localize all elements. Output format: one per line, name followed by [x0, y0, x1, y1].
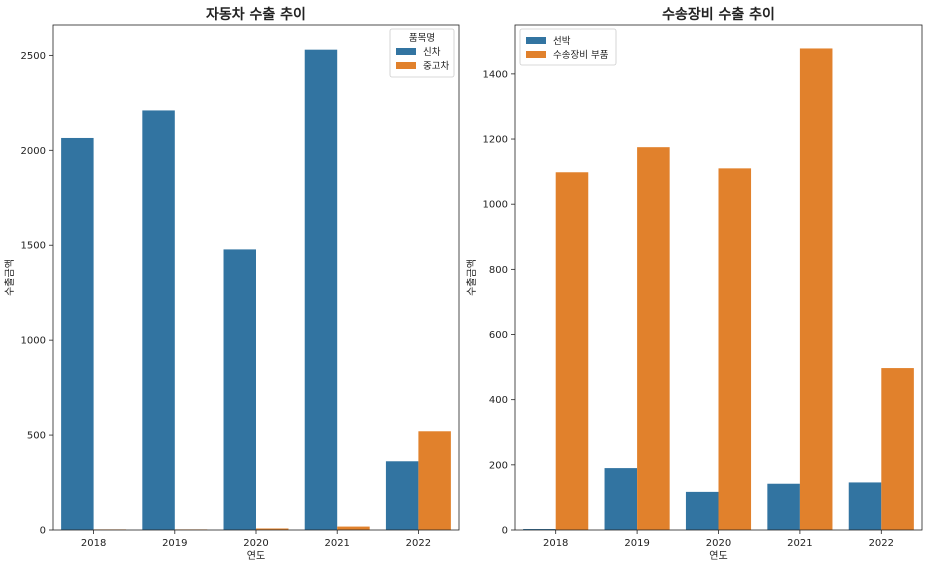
legend-label-수송장비 부품: 수송장비 부품 [553, 50, 609, 61]
chart-title: 수송장비 수출 추이 [662, 6, 775, 23]
legend-swatch-수송장비 부품 [526, 51, 546, 58]
legend-label-신차: 신차 [423, 46, 441, 58]
legend-swatch-신차 [396, 48, 416, 55]
legend-title: 품목명 [409, 33, 435, 44]
y-axis-label: 수출금액 [466, 259, 478, 296]
x-axis-label: 연도 [247, 550, 265, 562]
legend-label-선박: 선박 [553, 36, 571, 47]
legend-label-중고차: 중고차 [423, 60, 449, 72]
x-tick-label: 2021 [324, 538, 349, 549]
x-tick-label: 2021 [787, 538, 812, 549]
bar-선박-2019 [604, 468, 638, 530]
chart-2: 0 200 400 600 800 1000 1200 1400 2018 2019 2020 202… [466, 6, 923, 562]
y-tick-label: 1400 [483, 69, 508, 80]
x-tick-label: 2018 [81, 538, 106, 549]
bar-중고차-2022 [418, 431, 451, 530]
bar-중고차-2020 [256, 528, 289, 530]
y-tick-label: 200 [489, 460, 508, 471]
bar-수송장비 부품-2020 [718, 168, 752, 530]
y-tick-label: 1200 [483, 135, 508, 146]
bar-신차-2022 [385, 461, 419, 530]
y-tick-label: 400 [489, 395, 508, 406]
bar-신차-2018 [61, 137, 94, 531]
bar-수송장비 부품-2019 [637, 147, 670, 530]
bar-선박-2022 [848, 482, 882, 530]
x-tick-label: 2019 [624, 538, 649, 549]
y-tick-label: 500 [27, 431, 46, 442]
y-tick-label: 2500 [21, 51, 46, 62]
bar-선박-2018 [523, 529, 556, 530]
bar-수송장비 부품-2018 [555, 172, 589, 530]
y-axis-label: 수출금액 [4, 259, 16, 296]
x-tick-label: 2022 [869, 538, 894, 549]
bar-중고차-2021 [337, 526, 370, 530]
legend-swatch-선박 [526, 37, 546, 44]
y-tick-label: 600 [489, 330, 508, 341]
bar-선박-2021 [767, 483, 800, 530]
x-tick-label: 2020 [706, 538, 731, 549]
x-tick-label: 2019 [162, 538, 187, 549]
y-tick-label: 0 [40, 526, 46, 537]
y-tick-label: 0 [502, 526, 508, 537]
y-tick-label: 2000 [21, 146, 46, 157]
bar-신차-2019 [142, 110, 175, 531]
x-tick-label: 2018 [543, 538, 568, 549]
y-tick-label: 1000 [21, 336, 46, 347]
bar-신차-2020 [223, 249, 256, 530]
y-tick-label: 1500 [21, 241, 46, 252]
y-tick-label: 800 [489, 265, 508, 276]
bar-신차-2021 [304, 49, 338, 530]
bar-수송장비 부품-2021 [799, 48, 833, 530]
bar-수송장비 부품-2022 [881, 368, 914, 530]
x-tick-label: 2022 [406, 538, 431, 549]
x-axis-label: 연도 [709, 550, 727, 562]
legend-swatch-중고차 [396, 62, 416, 69]
chart-title: 자동차 수출 추이 [206, 6, 306, 23]
chart-1: 0 500 1000 1500 2000 2500 2018 2019 2020 2021 2022… [4, 6, 460, 562]
x-tick-label: 2020 [243, 538, 268, 549]
bar-선박-2020 [685, 491, 719, 530]
y-tick-label: 1000 [483, 200, 508, 211]
